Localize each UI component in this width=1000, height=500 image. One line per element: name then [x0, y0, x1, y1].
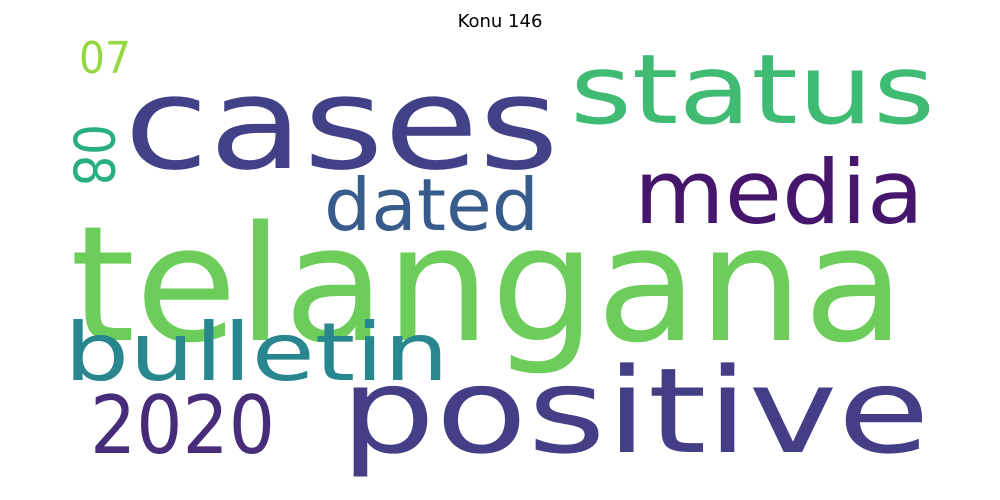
chart-title: Konu 146 — [457, 11, 543, 32]
word-media: media — [634, 141, 924, 244]
word-08: 08 — [60, 124, 125, 186]
word-bulletin: bulletin — [64, 306, 449, 399]
word-2020: 2020 — [90, 379, 275, 472]
word-positive: positive — [340, 342, 930, 480]
word-dated: dated — [324, 163, 539, 247]
word-cases: cases — [124, 50, 559, 199]
word-07: 07 — [79, 40, 131, 84]
word-status: status — [570, 40, 935, 146]
word-cloud: telangana cases positive status media bu… — [50, 40, 950, 490]
word-telangana: telangana — [70, 191, 905, 378]
